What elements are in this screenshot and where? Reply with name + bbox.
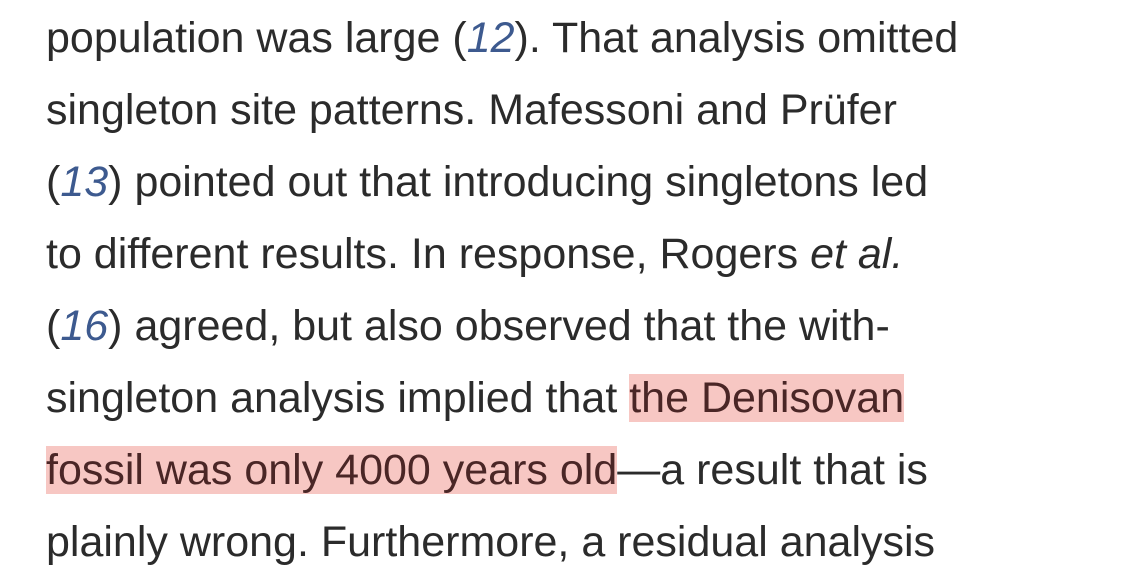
highlighted-text[interactable]: fossil was only 4000 years old: [46, 446, 618, 494]
text-segment: ) pointed out that introducing singleton…: [108, 158, 929, 206]
text-line: fossil was only 4000 years old—a result …: [46, 434, 1106, 506]
text-segment: population was large (: [46, 14, 467, 62]
text-segment: singleton analysis implied that: [46, 374, 630, 422]
highlighted-text[interactable]: the Denisovan: [629, 374, 905, 422]
text-segment: ). That analysis omitted: [514, 14, 959, 62]
text-line: plainly wrong. Furthermore, a residual a…: [46, 506, 1106, 578]
italic-text: et al.: [810, 230, 904, 278]
article-body: population was large (12). That analysis…: [46, 0, 1106, 578]
text-segment: ) agreed, but also observed that the wit…: [108, 302, 890, 350]
text-segment: —a result that is: [617, 446, 928, 494]
text-line: (13) pointed out that introducing single…: [46, 146, 1106, 218]
citation-link[interactable]: 12: [466, 14, 515, 62]
text-line: singleton analysis implied that the Deni…: [46, 362, 1106, 434]
citation-link[interactable]: 16: [60, 302, 109, 350]
text-segment: to different results. In response, Roger…: [46, 230, 811, 278]
text-line: singleton site patterns. Mafessoni and P…: [46, 74, 1106, 146]
text-segment: plainly wrong. Furthermore, a residual a…: [46, 518, 936, 566]
text-segment: singleton site patterns. Mafessoni and P…: [46, 86, 897, 134]
text-segment: (: [46, 302, 61, 350]
text-line: (16) agreed, but also observed that the …: [46, 290, 1106, 362]
text-line: population was large (12). That analysis…: [46, 2, 1106, 74]
citation-link[interactable]: 13: [60, 158, 109, 206]
text-segment: (: [46, 158, 61, 206]
text-line: to different results. In response, Roger…: [46, 218, 1106, 290]
